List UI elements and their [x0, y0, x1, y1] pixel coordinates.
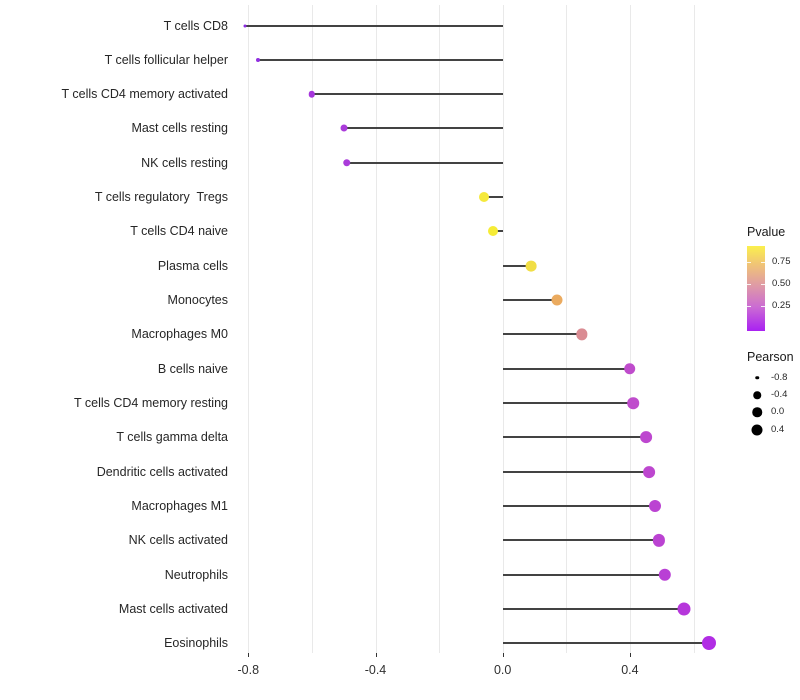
lollipop-dot — [649, 500, 662, 513]
lollipop-stem — [502, 299, 557, 302]
pearson-legend-dot — [752, 407, 762, 418]
gridline — [311, 5, 313, 653]
x-axis-tick-label: 0.0 — [493, 663, 512, 677]
category-label: Mast cells resting — [131, 121, 228, 136]
pearson-tick-label: -0.4 — [771, 389, 788, 400]
gridline — [375, 5, 377, 653]
x-axis-tick — [502, 653, 504, 657]
gridline — [502, 5, 504, 653]
lollipop-stem — [343, 127, 503, 130]
category-label: NK cells activated — [128, 533, 228, 548]
lollipop-dot — [652, 534, 665, 547]
pvalue-gradient-bar — [747, 246, 765, 331]
category-label: NK cells resting — [141, 155, 228, 170]
category-label: T cells gamma delta — [116, 430, 228, 445]
category-label: Monocytes — [167, 293, 228, 308]
lollipop-stem — [257, 58, 503, 61]
x-axis-tick — [248, 653, 250, 657]
pearson-legend-dot — [755, 375, 759, 380]
pearson-legend-title: Pearson — [747, 350, 794, 364]
lollipop-stem — [483, 196, 503, 199]
gridline — [248, 5, 250, 653]
category-label: T cells CD4 memory activated — [61, 87, 229, 102]
lollipop-dot — [658, 568, 672, 581]
pvalue-bar-tick — [747, 283, 751, 285]
lollipop-dot — [340, 124, 348, 132]
lollipop-dot — [308, 90, 316, 98]
lollipop-dot — [255, 57, 260, 62]
category-label: T cells CD8 — [163, 18, 228, 33]
x-axis-tick-label: -0.8 — [237, 663, 260, 677]
category-label: T cells CD4 memory resting — [74, 396, 228, 411]
category-label: Plasma cells — [157, 258, 228, 273]
lollipop-dot — [488, 226, 499, 237]
lollipop-stem — [502, 367, 630, 370]
gridline — [629, 5, 631, 653]
pvalue-bar-tick — [761, 283, 765, 285]
x-axis-tick — [375, 653, 377, 657]
lollipop-dot — [551, 294, 563, 306]
pvalue-legend-title: Pvalue — [747, 225, 786, 239]
pearson-tick-label: 0.0 — [771, 406, 785, 418]
pvalue-tick-label: 0.75 — [772, 256, 791, 268]
lollipop-dot — [243, 24, 247, 27]
lollipop-stem — [502, 264, 532, 267]
lollipop-dot — [525, 260, 537, 272]
lollipop-stem — [502, 470, 649, 473]
lollipop-stem — [311, 93, 503, 96]
lollipop-dot — [643, 465, 655, 478]
category-label: B cells naive — [157, 361, 228, 376]
pvalue-bar-tick — [747, 262, 751, 264]
lollipop-stem — [245, 24, 503, 27]
lollipop-stem — [502, 573, 665, 576]
category-label: T cells follicular helper — [104, 52, 228, 67]
lollipop-stem — [346, 161, 503, 164]
lollipop-dot — [624, 363, 636, 375]
category-label: T cells CD4 naive — [130, 224, 228, 239]
gridline — [439, 5, 441, 653]
lollipop-stem — [502, 436, 646, 439]
lollipop-stem — [502, 505, 656, 508]
lollipop-stem — [502, 333, 583, 336]
pearson-tick-label: 0.4 — [771, 423, 785, 435]
lollipop-dot — [576, 328, 588, 341]
lollipop-stem — [502, 642, 710, 645]
pvalue-bar-tick — [747, 305, 751, 307]
x-axis-tick-label: -0.4 — [364, 663, 387, 677]
lollipop-dot — [639, 431, 652, 444]
category-label: Macrophages M0 — [131, 327, 228, 342]
lollipop-stem — [502, 402, 634, 405]
pvalue-bar-tick — [761, 262, 765, 264]
lollipop-stem — [502, 608, 684, 611]
pearson-legend-dot — [751, 424, 763, 436]
lollipop-dot — [478, 192, 489, 203]
lollipop-dot — [677, 602, 691, 616]
lollipop-dot — [627, 397, 639, 409]
lollipop-dot — [343, 159, 351, 167]
x-axis-tick-label: 0.4 — [621, 663, 639, 677]
category-label: Eosinophils — [164, 636, 228, 651]
category-label: Neutrophils — [164, 567, 228, 582]
pvalue-tick-label: 0.25 — [772, 299, 791, 311]
pvalue-tick-label: 0.50 — [772, 277, 791, 289]
gridline — [693, 5, 695, 653]
pvalue-bar-tick — [761, 305, 765, 307]
gridline — [566, 5, 568, 653]
pearson-tick-label: -0.8 — [771, 371, 788, 383]
category-label: T cells regulatory Tregs — [94, 190, 228, 205]
category-label: Macrophages M1 — [131, 499, 228, 514]
pearson-legend-dot — [753, 391, 761, 399]
x-axis-tick — [629, 653, 631, 657]
category-label: Dendritic cells activated — [96, 464, 228, 479]
lollipop-dot — [702, 636, 717, 651]
category-label: Mast cells activated — [118, 602, 228, 617]
lollipop-stem — [502, 539, 659, 542]
